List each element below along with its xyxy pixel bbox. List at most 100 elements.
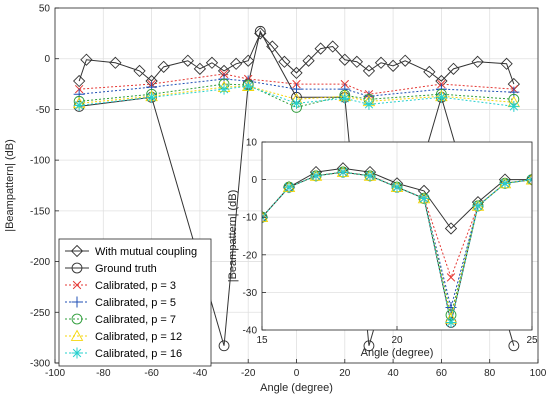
main-point-calibrated-p-16 [435, 91, 447, 103]
legend-label: Calibrated, p = 7 [95, 314, 176, 326]
main-y-tick-label: -300 [30, 359, 50, 370]
inset-point-with-mutual-coupling [262, 211, 269, 224]
main-point-with-mutual-coupling [471, 55, 484, 68]
legend-item-calibrated-p-5: Calibrated, p = 5 [65, 296, 176, 309]
main-point-with-mutual-coupling [229, 57, 243, 70]
main-point-with-mutual-coupling [80, 53, 93, 66]
inset-point-calibrated-p-16 [391, 181, 403, 193]
main-point-with-mutual-coupling [254, 27, 267, 40]
main-y-tick-label: 0 [44, 54, 50, 65]
main-point-calibrated-p-16 [146, 91, 158, 103]
inset-x-axis-label: Angle (degree) [361, 347, 434, 359]
inset-y-tick-label: -20 [243, 250, 258, 261]
main-y-tick-label: -250 [30, 308, 50, 319]
legend-marker-calibrated-p-16 [71, 347, 83, 359]
main-point-with-mutual-coupling [447, 62, 460, 75]
legend-label: With mutual coupling [95, 246, 197, 258]
legend-marker-ground-truth [71, 262, 83, 274]
main-x-tick-label: 80 [484, 368, 496, 379]
main-point-with-mutual-coupling [73, 74, 86, 88]
main-point-ground-truth [508, 340, 520, 352]
legend-item-calibrated-p-16: Calibrated, p = 16 [65, 347, 182, 360]
main-point-calibrated-p-5 [291, 83, 302, 95]
legend-label: Calibrated, p = 3 [95, 280, 176, 292]
legend-item-calibrated-p-7: Calibrated, p = 7 [65, 313, 176, 326]
inset-x-tick-label: 15 [256, 335, 268, 346]
main-point-with-mutual-coupling [109, 56, 122, 69]
main-x-tick-label: 0 [294, 368, 300, 379]
main-point-with-mutual-coupling [500, 57, 513, 70]
main-x-tick-label: -80 [96, 368, 111, 379]
main-y-tick-label: -50 [36, 105, 51, 116]
main-point-with-mutual-coupling [266, 40, 279, 53]
inset-point-calibrated-p-16 [283, 181, 295, 193]
main-point-calibrated-p-5 [508, 86, 520, 98]
main-point-with-mutual-coupling [133, 64, 146, 78]
main-point-with-mutual-coupling [302, 54, 315, 67]
inset-y-tick-label: -40 [243, 326, 258, 337]
legend-marker-calibrated-p-12 [70, 329, 84, 341]
legend-marker-calibrated-p-3 [72, 280, 82, 290]
inset-point-with-mutual-coupling [525, 173, 532, 186]
inset-point-with-mutual-coupling [444, 222, 458, 235]
legend-marker-with-mutual-coupling [70, 244, 84, 258]
legend-label: Calibrated, p = 16 [95, 348, 182, 360]
main-point-calibrated-p-16 [291, 97, 302, 109]
main-x-tick-label: 20 [339, 368, 351, 379]
inset-y-tick-label: 10 [246, 138, 258, 149]
inset-y-tick-label: 0 [251, 175, 257, 186]
main-point-with-mutual-coupling [278, 55, 291, 68]
main-x-tick-label: 60 [436, 368, 448, 379]
main-series-line-calibrated-p-5 [79, 78, 514, 97]
main-point-ground-truth [363, 340, 375, 352]
legend-item-calibrated-p-12: Calibrated, p = 12 [65, 329, 182, 343]
main-y-tick-label: 50 [39, 4, 51, 15]
main-point-with-mutual-coupling [423, 65, 436, 79]
main-point-calibrated-p-16 [218, 83, 230, 95]
inset-tick-labels: 15 20 25 10 0 -10 -20 -30 -40 [243, 138, 538, 347]
main-point-with-mutual-coupling [205, 56, 219, 69]
inset-y-axis-label: |Beampattern| (dB) [227, 190, 239, 283]
inset-point-calibrated-p-12 [262, 210, 269, 223]
inset-x-tick-label: 20 [391, 335, 403, 346]
main-point-with-mutual-coupling [386, 59, 400, 72]
inset-point-calibrated-p-3 [446, 273, 456, 282]
inset-point-calibrated-p-16 [310, 170, 322, 182]
legend-marker-calibrated-p-7 [71, 313, 83, 325]
inset-point-calibrated-p-12 [525, 173, 532, 185]
main-y-tick-label: -150 [30, 206, 50, 217]
main-series-calibrated-p-16 [73, 80, 520, 112]
main-x-tick-label: -100 [45, 368, 65, 379]
inset-point-calibrated-p-16 [337, 166, 349, 178]
main-x-tick-label: -40 [193, 368, 208, 379]
main-point-with-mutual-coupling [362, 64, 376, 78]
main-point-with-mutual-coupling [157, 60, 170, 73]
main-point-with-mutual-coupling [326, 40, 339, 53]
main-tick-labels: -100 -80 -60 -40 -20 0 20 40 60 80 100500-50-100-1… [30, 4, 547, 380]
inset-point-calibrated-p-16 [472, 200, 484, 212]
main-point-with-mutual-coupling [350, 55, 364, 68]
main-point-calibrated-p-16 [242, 80, 254, 92]
main-point-calibrated-p-16 [363, 98, 375, 110]
legend: With mutual coupling Ground truth Calibrat… [58, 238, 212, 367]
legend-item-with-mutual-coupling: With mutual coupling [65, 244, 197, 258]
main-point-ground-truth [218, 340, 230, 352]
main-point-calibrated-p-16 [73, 99, 85, 111]
legend-label: Calibrated, p = 5 [95, 297, 176, 309]
main-x-tick-label: -20 [241, 368, 256, 379]
main-point-ground-truth [254, 25, 266, 37]
main-point-with-mutual-coupling [399, 54, 412, 67]
main-point-with-mutual-coupling [181, 54, 194, 67]
main-y-tick-label: -100 [30, 156, 50, 167]
main-point-with-mutual-coupling [374, 56, 388, 69]
main-point-with-mutual-coupling [338, 53, 351, 66]
inset-point-calibrated-p-16 [499, 177, 511, 189]
inset-x-tick-label: 25 [526, 335, 538, 346]
main-y-axis-label: |Beampattern| (dB) [4, 139, 16, 232]
main-point-with-mutual-coupling [314, 42, 327, 55]
main-series-line-calibrated-p-3 [79, 73, 514, 95]
inset-chart: 15 20 25 10 0 -10 -20 -30 -40 Angle (degree) |Beam… [227, 138, 538, 360]
main-point-with-mutual-coupling [193, 62, 207, 75]
main-series-group [72, 25, 521, 352]
